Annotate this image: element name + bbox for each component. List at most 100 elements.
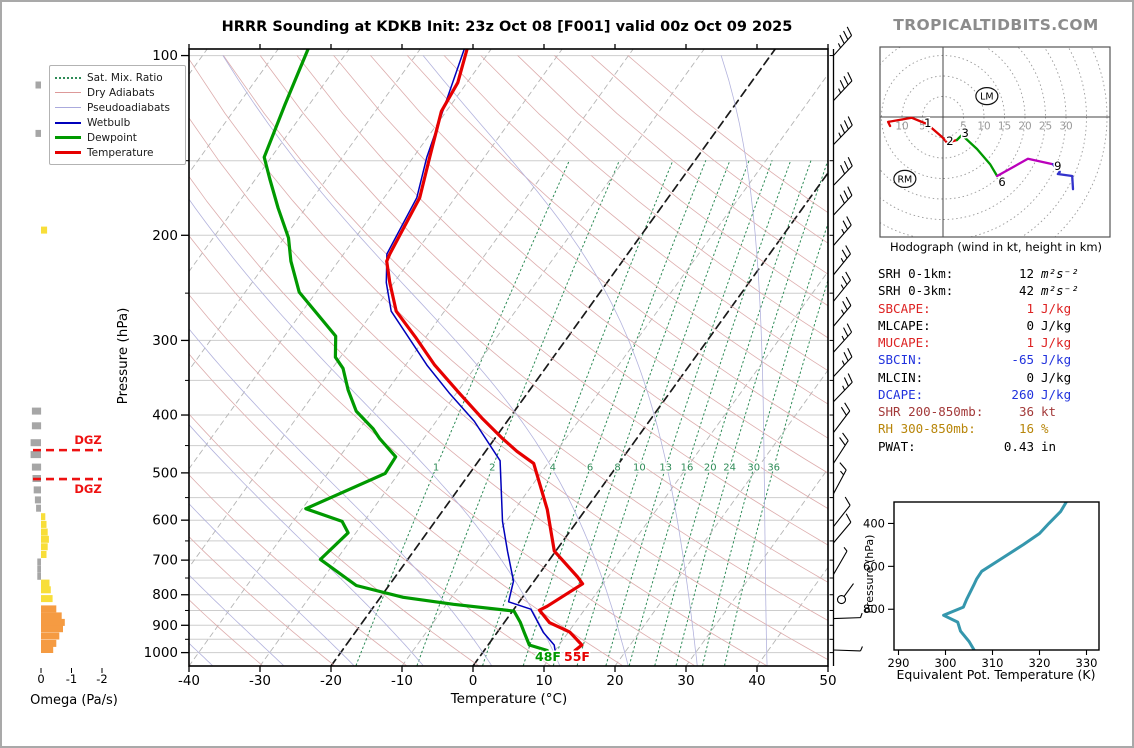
mixing-ratio-labels: 1 2 4 6 8 10 13 16 20 24 30 36 [431,461,781,475]
omega-bar [41,625,63,633]
wind-barb-staff [833,521,852,544]
index-label: MLCIN: [878,369,924,385]
wind-barb-staff [833,649,861,652]
mixing-ratio-label: 13 [659,463,672,474]
mixing-ratio-label: 4 [550,463,556,474]
dgz-label: DGZ [74,433,101,447]
pseudoadiabat [189,574,284,666]
index-value: -65 [1011,352,1034,368]
pseudoadiabat [222,55,629,666]
indices-table: SRH 0-1km: 12 m²s⁻² SRH 0-3km: 42 m²s⁻² SBCAPE… [878,265,1118,455]
pressure-tick-label: 700 [152,553,178,569]
omega-bar [36,504,41,512]
omega-bar [41,646,54,653]
omega-bar [41,543,48,551]
index-label: PWAT: [878,438,916,454]
dry-adiabat [480,55,828,339]
wind-barb-staff [833,617,861,620]
isotherm [401,73,828,666]
omega-bar [41,605,57,613]
pseudoadiabats [189,55,768,666]
storm-motion-label: LM [980,92,994,103]
omega-bar [41,595,53,603]
omega-bar [34,496,41,504]
omega-bar [33,486,41,494]
wind-barb-staff [833,550,848,575]
temperature-line [385,49,585,653]
temperature-tick-label: -30 [249,673,271,689]
isotherm [189,49,563,569]
mixing-ratio-lines [355,160,828,666]
index-row: MUCAPE: 1 J/kg [878,334,1118,351]
index-row: MLCIN: 0 J/kg [878,369,1118,386]
legend-swatch [55,107,81,108]
mixing-ratio-line [675,160,828,666]
pseudoadiabat [422,55,698,666]
pressure-tick-label: 800 [152,587,178,603]
wind-barb-staff [833,279,851,302]
mixing-ratio-line [482,160,674,666]
legend-label: Sat. Mix. Ratio [87,71,163,84]
mixing-ratio-label: 8 [614,463,620,474]
thetae-temp-tick-label: 310 [982,656,1004,670]
isotherm [685,467,828,666]
index-row: SHR 200-850mb: 36 kt [878,403,1118,420]
omega-bar [41,632,60,640]
dry-adiabat [189,235,695,666]
legend-item: Dewpoint [55,130,179,145]
omega-bar [37,565,41,573]
thetae-pressure-tick-label: 400 [863,516,885,530]
temperature-tick-label: -40 [178,673,200,689]
hodograph-trace [955,133,999,178]
wind-barb-staff [833,410,851,433]
wind-barb-staff [833,194,853,216]
index-label: SRH 0-1km: [878,266,954,281]
legend-label: Dewpoint [87,131,137,144]
legend-label: Pseudoadiabats [87,101,170,114]
dry-adiabat [223,55,828,583]
hodograph: 10 5 5 10 15 20 25 30 1 23 6 9 LM RM [879,46,1111,238]
temperature-tick-label: 20 [606,673,623,689]
index-value: 1 [1026,335,1034,350]
mixing-ratio-label: 6 [587,463,593,474]
wind-barb-staff [833,165,853,186]
hodograph-ring-label: 20 [1018,121,1031,133]
index-unit: J/kg [1041,335,1072,350]
surface-temp-labels: 48F 55F [534,648,592,666]
index-row: SBCAPE: 1 J/kg [878,300,1118,317]
temperature-curve [385,49,585,653]
mixing-ratio-label: 1 [433,463,439,474]
wind-barb-staff [833,305,852,327]
omega-bar [35,81,41,89]
mixing-ratio-line [552,160,731,666]
temperature-tick-label: -20 [320,673,342,689]
dry-adiabat [517,55,828,307]
isotherms [189,49,828,666]
index-unit: J/kg [1041,386,1072,402]
hodograph-ring-label: 10 [895,121,908,133]
omega-bar [41,513,46,521]
index-row: RH 300-850mb: 16% [878,420,1118,437]
index-unit: % [1041,421,1049,437]
omega-tick-label: -1 [66,672,77,686]
wetbulb-curve [385,49,556,652]
omega-bar [41,618,65,626]
dewpoint-curve [262,49,549,653]
dry-adiabat [189,353,551,666]
index-value: 0 [1026,369,1034,385]
dry-adiabat [189,599,263,666]
legend-item: Dry Adiabats [55,85,179,100]
index-unit: m²s⁻² [1041,283,1079,299]
mixing-ratio-line [654,160,812,666]
hodograph-trace [995,157,1055,178]
omega-bar [31,422,42,430]
thetae-temp-tick-label: 290 [888,656,910,670]
index-unit: m²s⁻² [1041,266,1079,281]
index-label: SHR 200-850mb: [878,404,984,419]
wind-barb-staff [833,124,853,146]
wind-barb-staff [833,80,853,102]
legend-item: Sat. Mix. Ratio [55,70,179,85]
omega-tick-label: -2 [96,672,107,686]
